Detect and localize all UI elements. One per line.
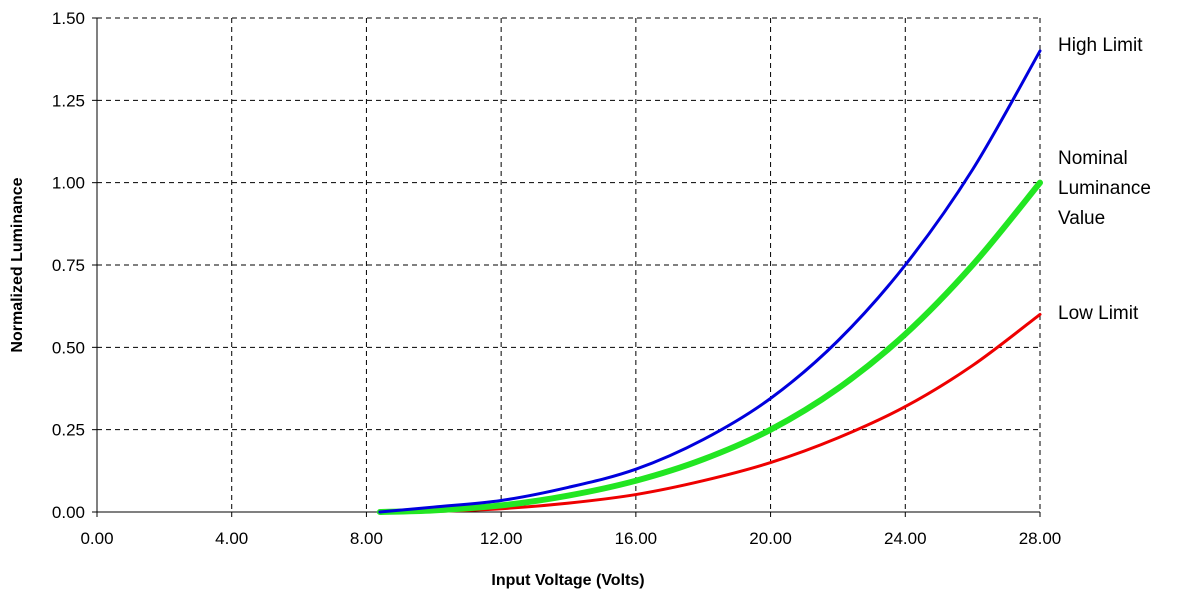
x-tick-label: 20.00 bbox=[749, 529, 792, 548]
series-label-nominal-luminance-value: Nominal Luminance Value bbox=[1058, 148, 1151, 229]
x-tick-label: 24.00 bbox=[884, 529, 927, 548]
series-label-high-limit: High Limit bbox=[1058, 35, 1143, 56]
x-tick-label: 12.00 bbox=[480, 529, 523, 548]
y-axis-title: Normalized Luminance bbox=[9, 177, 26, 352]
axes bbox=[92, 17, 1041, 517]
series-labels: High Limit Nominal Luminance Value Low Limit bbox=[1058, 35, 1151, 324]
y-tick-label: 1.25 bbox=[52, 91, 85, 110]
series-label-low-limit: Low Limit bbox=[1058, 303, 1139, 324]
y-tick-label: 0.25 bbox=[52, 421, 85, 440]
y-tick-label: 0.75 bbox=[52, 256, 85, 275]
x-tick-label: 4.00 bbox=[215, 529, 248, 548]
y-tick-label: 1.00 bbox=[52, 174, 85, 193]
y-tick-label: 1.50 bbox=[52, 9, 85, 28]
y-tick-label: 0.00 bbox=[52, 503, 85, 522]
x-tick-labels: 0.00 4.00 8.00 12.00 16.00 20.00 24.00 28.00 bbox=[80, 529, 1061, 548]
x-axis-title: Input Voltage (Volts) bbox=[491, 572, 644, 589]
series-line-nominal-luminance-value bbox=[376, 179, 1043, 515]
x-tick-label: 16.00 bbox=[615, 529, 658, 548]
y-tick-label: 0.50 bbox=[52, 338, 85, 357]
x-tick-label: 8.00 bbox=[350, 529, 383, 548]
series-lines bbox=[376, 49, 1043, 515]
x-tick-label: 0.00 bbox=[80, 529, 113, 548]
series-line-high-limit bbox=[378, 49, 1042, 514]
series-line-low-limit bbox=[378, 312, 1042, 514]
x-tick-label: 28.00 bbox=[1019, 529, 1062, 548]
gridlines bbox=[97, 17, 1041, 512]
y-tick-labels: 0.00 0.25 0.50 0.75 1.00 1.25 1.50 bbox=[52, 9, 85, 522]
